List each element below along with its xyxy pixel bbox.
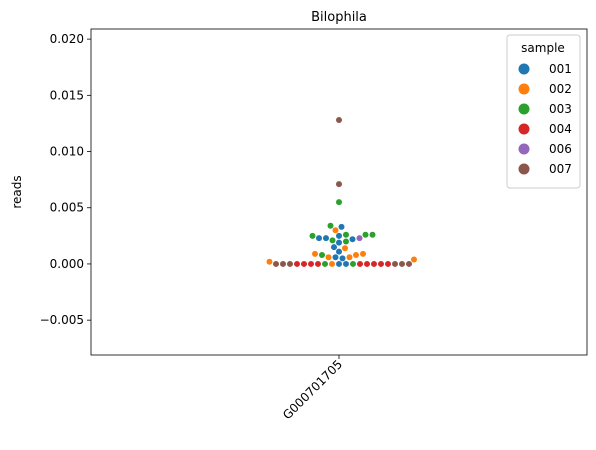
legend-marker [518, 83, 530, 95]
data-point-003 [343, 238, 349, 245]
y-tick-label: 0.015 [50, 88, 84, 102]
data-point-003 [336, 199, 342, 206]
data-point-004 [364, 260, 370, 267]
y-tick-label: −0.005 [40, 313, 84, 327]
legend-label: 007 [549, 162, 572, 176]
data-point-001 [349, 236, 356, 243]
data-point-004 [371, 260, 377, 267]
data-point-003 [362, 231, 369, 238]
data-point-001 [332, 254, 339, 261]
legend-title: sample [521, 41, 565, 55]
legend-label: 003 [549, 102, 572, 116]
data-point-002 [312, 250, 318, 257]
data-point-003 [319, 251, 325, 258]
data-point-004 [294, 260, 300, 267]
data-point-004 [378, 260, 384, 267]
data-point-003 [343, 231, 349, 238]
data-point-007 [336, 181, 342, 188]
data-point-002 [325, 254, 332, 261]
data-point-001 [343, 260, 349, 267]
data-point-003 [350, 260, 356, 267]
data-point-004 [385, 260, 391, 267]
data-point-003 [309, 232, 316, 239]
data-point-001 [339, 255, 346, 262]
data-point-001 [336, 260, 342, 267]
data-point-007 [280, 260, 286, 267]
legend-marker [518, 63, 530, 75]
data-point-004 [357, 260, 363, 267]
data-point-007 [336, 117, 342, 124]
data-point-007 [399, 260, 405, 267]
legend-label: 002 [549, 82, 572, 96]
legend-items: 001 002 003 004 006 007 [518, 62, 572, 176]
data-point-007 [273, 260, 279, 267]
y-axis-label: reads [10, 175, 24, 208]
chart-title: Bilophila [311, 10, 367, 25]
data-point-003 [329, 237, 336, 244]
data-point-002 [266, 258, 273, 265]
data-point-002 [353, 251, 359, 258]
legend-label: 006 [549, 142, 572, 156]
legend-marker [518, 123, 530, 135]
data-point-003 [369, 231, 376, 238]
data-point-007 [406, 260, 412, 267]
data-point-003 [327, 222, 334, 229]
data-point-004 [301, 260, 307, 267]
data-point-002 [342, 245, 348, 252]
data-point-001 [338, 223, 345, 230]
data-point-001 [323, 235, 329, 242]
y-tick-label: 0.005 [50, 201, 84, 215]
data-point-001 [336, 232, 342, 239]
data-point-002 [329, 260, 335, 267]
legend-marker [518, 103, 530, 115]
y-tick-label: 0.010 [50, 145, 84, 159]
data-point-004 [315, 260, 321, 267]
data-point-002 [411, 256, 417, 263]
data-point-002 [360, 250, 366, 257]
data-point-001 [336, 239, 342, 246]
legend-label: 004 [549, 122, 572, 136]
legend-marker [518, 163, 530, 175]
data-point-002 [346, 254, 353, 261]
data-point-003 [322, 260, 328, 267]
data-point-002 [332, 227, 339, 234]
y-axis: −0.005 0.000 0.005 0.010 0.015 0.020 [40, 32, 91, 327]
legend: sample 001 002 003 004 006 007 [506, 34, 581, 189]
data-point-004 [308, 260, 314, 267]
legend-label: 001 [549, 62, 572, 76]
data-point-001 [316, 235, 322, 242]
data-point-007 [392, 260, 398, 267]
data-point-001 [336, 248, 342, 255]
y-tick-label: 0.020 [50, 32, 84, 46]
legend-marker [518, 143, 530, 155]
y-tick-label: 0.000 [50, 257, 84, 271]
data-point-007 [287, 260, 293, 267]
data-points [266, 117, 417, 267]
data-point-001 [331, 244, 337, 251]
data-point-006 [356, 235, 363, 242]
